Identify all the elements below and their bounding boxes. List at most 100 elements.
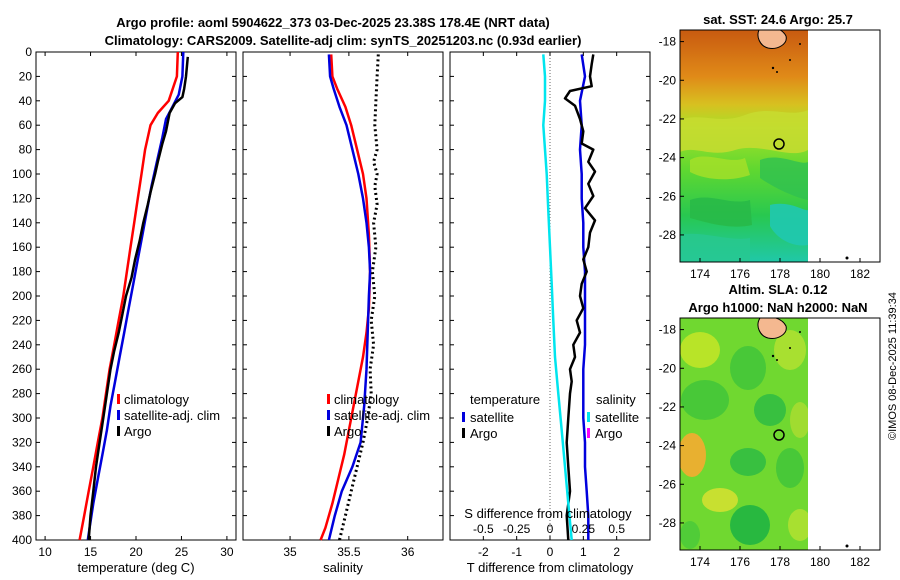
sla_map-xtick-label: 176: [730, 555, 750, 569]
depth-tick-label: 200: [12, 289, 32, 303]
depth-tick-label: 380: [12, 509, 32, 523]
sst_map-ytick-label: -24: [659, 151, 677, 165]
difference-xlabel-top: S difference from climatology: [464, 506, 632, 521]
temperature-legend-label: climatology: [124, 392, 190, 407]
depth-tick-label: 100: [12, 167, 32, 181]
sla_map-ytick-label: -18: [659, 323, 677, 337]
salinity-panel: 35 35.5 36 salinity climatologysatellite-adj…: [242, 51, 444, 575]
difference-top-tick-label: 0: [547, 522, 554, 536]
temperature-xtick-label: 15: [84, 545, 98, 559]
difference-xtick-label: 2: [613, 545, 620, 559]
depth-tick-label: 300: [12, 411, 32, 425]
figure-title-line2: Climatology: CARS2009. Satellite-adj cli…: [105, 33, 582, 48]
sla-map-subtitle: Argo h1000: NaN h2000: NaN: [688, 300, 867, 315]
depth-tick-label: 120: [12, 191, 32, 205]
legend-salinity-swatch: [587, 428, 590, 438]
temperature-legend-swatch: [117, 394, 120, 404]
sst-map-title: sat. SST: 24.6 Argo: 25.7: [703, 12, 853, 27]
difference-xtick-label: -2: [478, 545, 489, 559]
sst-map-axes: 174 176 178 180 182 -18 -20 -22 -24 -26 -28: [659, 35, 871, 281]
salinity-legend-label: satellite-adj. clim: [334, 408, 430, 423]
salinity-frame: [242, 51, 444, 541]
temperature-series-satellite-adj-clim: [86, 51, 185, 541]
depth-tick-label: 360: [12, 484, 32, 498]
depth-tick-label: 340: [12, 460, 32, 474]
sla_map-xtick-label: 174: [690, 555, 710, 569]
sla_map-ytick-label: -22: [659, 400, 677, 414]
difference-top-tick-label: 0.5: [608, 522, 625, 536]
salinity-xtick-label: 35: [283, 545, 297, 559]
difference-panel: -2 -1 0 1 2T difference from climatology temp…: [449, 51, 651, 575]
depth-tick-label: 0: [25, 45, 32, 59]
sst-argo-marker: [773, 138, 785, 150]
legend-salinity-label: satellite: [595, 410, 639, 425]
difference-series-salinity-satellite: [542, 54, 573, 541]
sst_map-xtick-label: 180: [810, 267, 830, 281]
temperature-series-climatology: [78, 51, 180, 541]
difference-top-tick-label: -0.5: [473, 522, 494, 536]
temperature-xtick-label: 20: [129, 545, 143, 559]
sst-heatmap: [680, 30, 808, 262]
sla-map-title: Altim. SLA: 0.12: [729, 282, 828, 297]
depth-tick-label: 80: [19, 143, 33, 157]
depth-tick-label: 260: [12, 362, 32, 376]
salinity-xtick-label: 35.5: [337, 545, 361, 559]
difference-xlabel: T difference from climatology: [467, 560, 634, 575]
legend-temperature-swatch: [462, 428, 465, 438]
legend-temperature-swatch: [462, 412, 465, 422]
difference-series-temperature-satellite: [578, 54, 590, 540]
sla-argo-marker: [773, 429, 785, 441]
depth-tick-label: 220: [12, 313, 32, 327]
sst_map-ytick-label: -26: [659, 189, 677, 203]
legend-salinity-title: salinity: [596, 392, 636, 407]
depth-tick-label: 280: [12, 387, 32, 401]
salinity-series-climatology: [319, 54, 372, 541]
difference-top-tick-label: -0.25: [503, 522, 531, 536]
salinity-xlabel: salinity: [323, 560, 363, 575]
sst_map-ytick-label: -22: [659, 112, 677, 126]
depth-tick-label: 60: [19, 118, 33, 132]
depth-tick-label: 160: [12, 240, 32, 254]
figure-title-line1: Argo profile: aoml 5904622_373 03-Dec-20…: [116, 15, 550, 30]
legend-salinity-swatch: [587, 412, 590, 422]
depth-tick-label: 400: [12, 533, 32, 547]
depth-tick-label: 240: [12, 338, 32, 352]
temperature-panel: 10 15 20 25 30 temperature (deg C) 0 20 40 60 80 10…: [12, 45, 237, 575]
depth-tick-label: 20: [19, 69, 33, 83]
salinity-legend-swatch: [327, 394, 330, 404]
sla_map-ytick-label: -20: [659, 361, 677, 375]
difference-top-tick-label: 0.25: [572, 522, 596, 536]
depth-tick-label: 320: [12, 435, 32, 449]
sla_map-xtick-label: 178: [770, 555, 790, 569]
sst_map-xtick-label: 176: [730, 267, 750, 281]
sst_map-xtick-label: 178: [770, 267, 790, 281]
salinity-xtick-label: 36: [401, 545, 415, 559]
temperature-legend-swatch: [117, 410, 120, 420]
sla_map-ytick-label: -24: [659, 439, 677, 453]
temperature-legend-swatch: [117, 426, 120, 436]
sst_map-ytick-label: -20: [659, 73, 677, 87]
legend-temperature-label: satellite: [470, 410, 514, 425]
legend-temperature-label: Argo: [470, 426, 497, 441]
temperature-xtick-label: 25: [175, 545, 189, 559]
sla_map-ytick-label: -28: [659, 516, 677, 530]
salinity-legend-label: Argo: [334, 424, 361, 439]
temperature-xlabel: temperature (deg C): [77, 560, 194, 575]
salinity-legend-label: climatology: [334, 392, 400, 407]
temperature-frame: [35, 51, 237, 541]
sla_map-xtick-label: 182: [850, 555, 870, 569]
difference-xtick-label: -1: [511, 545, 522, 559]
sla_map-ytick-label: -26: [659, 477, 677, 491]
temperature-legend-label: satellite-adj. clim: [124, 408, 220, 423]
salinity-legend-swatch: [327, 426, 330, 436]
sla-map-axes: 174 176 178 180 182 -18 -20 -22 -24 -26 -28: [659, 323, 871, 569]
depth-tick-label: 180: [12, 265, 32, 279]
legend-temperature-title: temperature: [470, 392, 540, 407]
difference-xtick-label: 1: [580, 545, 587, 559]
depth-tick-label: 40: [19, 94, 33, 108]
sla_map-xtick-label: 180: [810, 555, 830, 569]
salinity-legend-swatch: [327, 410, 330, 420]
difference-xtick-label: 0: [547, 545, 554, 559]
sst_map-ytick-label: -28: [659, 228, 677, 242]
